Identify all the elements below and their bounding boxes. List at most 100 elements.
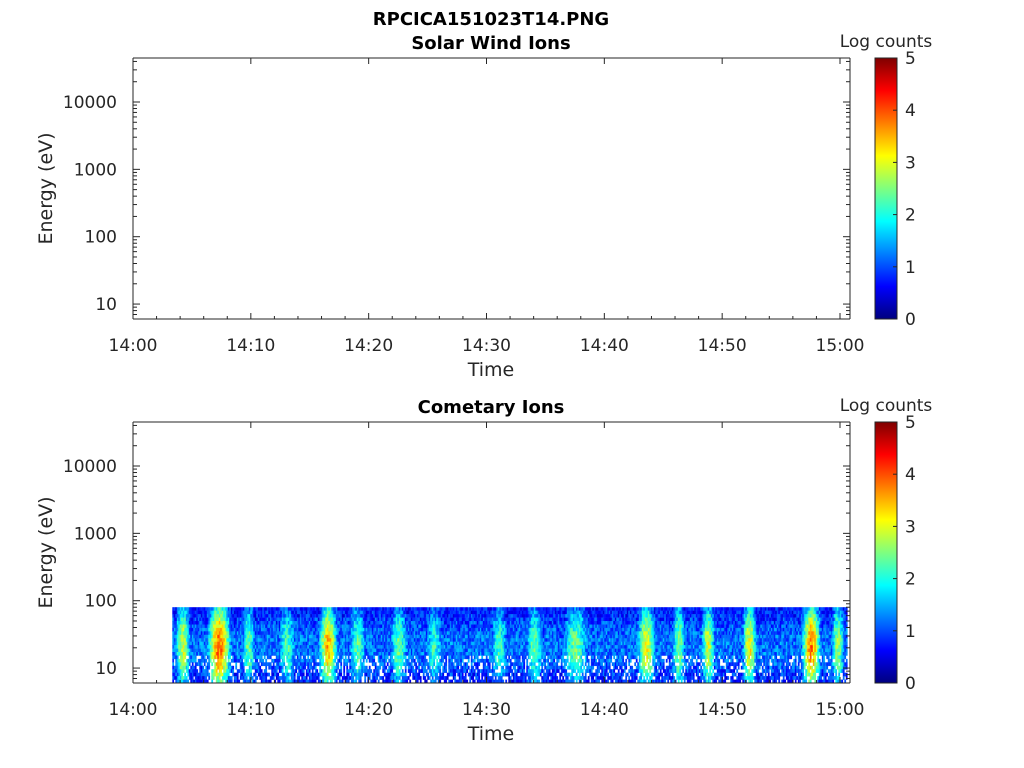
spectrogram-cell bbox=[176, 641, 179, 646]
spectrogram-cell bbox=[305, 641, 308, 646]
spectrogram-cell bbox=[188, 617, 191, 622]
spectrogram-cell bbox=[386, 624, 389, 629]
spectrogram-cell bbox=[308, 672, 311, 677]
spectrogram-cell bbox=[452, 614, 455, 618]
spectrogram-cell bbox=[514, 669, 517, 673]
spectrogram-cell bbox=[365, 631, 368, 636]
spectrogram-cell bbox=[377, 655, 380, 660]
spectrogram-cell bbox=[326, 624, 329, 629]
spectrogram-cell bbox=[199, 610, 202, 615]
spectrogram-cell bbox=[524, 672, 527, 677]
spectrogram-cell bbox=[527, 627, 530, 632]
spectrogram-cell bbox=[256, 607, 259, 611]
spectrogram-cell bbox=[323, 627, 326, 632]
spectrogram-cell bbox=[388, 627, 391, 632]
spectrogram-cell bbox=[265, 648, 268, 653]
spectrogram-cell bbox=[469, 679, 472, 684]
spectrogram-cell bbox=[338, 655, 341, 660]
spectrogram-cell bbox=[211, 627, 214, 632]
spectrogram-cell bbox=[440, 672, 443, 677]
spectrogram-cell bbox=[284, 614, 287, 618]
spectrogram-cell bbox=[385, 652, 388, 656]
spectrogram-cell bbox=[205, 627, 208, 632]
spectrogram-cell bbox=[424, 614, 427, 618]
spectrogram-cell bbox=[350, 679, 353, 684]
spectrogram-cell bbox=[416, 610, 419, 615]
spectrogram-cell bbox=[493, 631, 496, 636]
spectrogram-cell bbox=[316, 610, 319, 615]
spectrogram-cell bbox=[280, 669, 283, 673]
spectrogram-cell bbox=[191, 641, 194, 646]
spectrogram-cell bbox=[337, 676, 340, 680]
spectrogram-cell bbox=[503, 662, 506, 667]
spectrogram-cell bbox=[206, 624, 209, 629]
spectrogram-cell bbox=[386, 655, 389, 660]
spectrogram-cell bbox=[446, 607, 449, 611]
spectrogram-cell bbox=[415, 665, 418, 670]
spectrogram-cell bbox=[350, 624, 353, 629]
spectrogram-cell bbox=[326, 634, 329, 639]
spectrogram-cell bbox=[172, 669, 175, 673]
spectrogram-cell bbox=[377, 624, 380, 629]
spectrogram-cell bbox=[407, 607, 410, 611]
spectrogram-cell bbox=[476, 665, 479, 670]
spectrogram-cell bbox=[448, 638, 451, 642]
spectrogram-cell bbox=[272, 662, 275, 667]
spectrogram-cell bbox=[362, 641, 365, 646]
spectrogram-cell bbox=[311, 672, 314, 677]
spectrogram-cell bbox=[361, 669, 364, 673]
spectrogram-cell bbox=[442, 672, 445, 677]
spectrogram-cell bbox=[406, 621, 409, 625]
spectrogram-cell bbox=[344, 655, 347, 660]
spectrogram-cell bbox=[433, 607, 436, 611]
spectrogram-cell bbox=[320, 645, 323, 649]
spectrogram-cell bbox=[319, 627, 322, 632]
spectrogram-cell bbox=[292, 621, 295, 625]
spectrogram-cell bbox=[322, 614, 325, 618]
spectrogram-cell bbox=[416, 672, 419, 677]
spectrogram-cell bbox=[194, 669, 197, 673]
spectrogram-cell bbox=[334, 669, 337, 673]
spectrogram-cell bbox=[356, 634, 359, 639]
spectrogram-cell bbox=[370, 645, 373, 649]
spectrogram-cell bbox=[379, 607, 382, 611]
spectrogram-cell bbox=[329, 614, 332, 618]
spectrogram-cell bbox=[388, 617, 391, 622]
spectrogram-cell bbox=[227, 638, 230, 642]
spectrogram-cell bbox=[322, 658, 325, 663]
spectrogram-cell bbox=[208, 665, 211, 670]
spectrogram-cell bbox=[202, 665, 205, 670]
spectrogram-cell bbox=[521, 634, 524, 639]
spectrogram-cell bbox=[200, 627, 203, 632]
spectrogram-cell bbox=[526, 634, 529, 639]
spectrogram-cell bbox=[398, 648, 401, 653]
spectrogram-cell bbox=[244, 638, 247, 642]
spectrogram-cell bbox=[368, 672, 371, 677]
spectrogram-cell bbox=[172, 672, 175, 677]
spectrogram-cell bbox=[424, 634, 427, 639]
spectrogram-cell bbox=[472, 624, 475, 629]
spectrogram-cell bbox=[181, 614, 184, 618]
spectrogram-cell bbox=[230, 614, 233, 618]
spectrogram-cell bbox=[352, 607, 355, 611]
spectrogram-cell bbox=[205, 634, 208, 639]
spectrogram-cell bbox=[305, 631, 308, 636]
spectrogram-cell bbox=[215, 679, 218, 684]
spectrogram-cell bbox=[383, 672, 386, 677]
spectrogram-cell bbox=[353, 655, 356, 660]
spectrogram-cell bbox=[208, 607, 211, 611]
spectrogram-cell bbox=[458, 672, 461, 677]
spectrogram-cell bbox=[434, 665, 437, 670]
spectrogram-cell bbox=[335, 614, 338, 618]
spectrogram-cell bbox=[238, 621, 241, 625]
spectrogram-cell bbox=[320, 610, 323, 615]
spectrogram-cell bbox=[224, 627, 227, 632]
spectrogram-cell bbox=[431, 648, 434, 653]
spectrogram-cell bbox=[523, 652, 526, 656]
spectrogram-cell bbox=[509, 610, 512, 615]
spectrogram-cell bbox=[343, 658, 346, 663]
spectrogram-cell bbox=[395, 669, 398, 673]
spectrogram-cell bbox=[272, 658, 275, 663]
spectrogram-cell bbox=[281, 665, 284, 670]
spectrogram-cell bbox=[298, 669, 301, 673]
